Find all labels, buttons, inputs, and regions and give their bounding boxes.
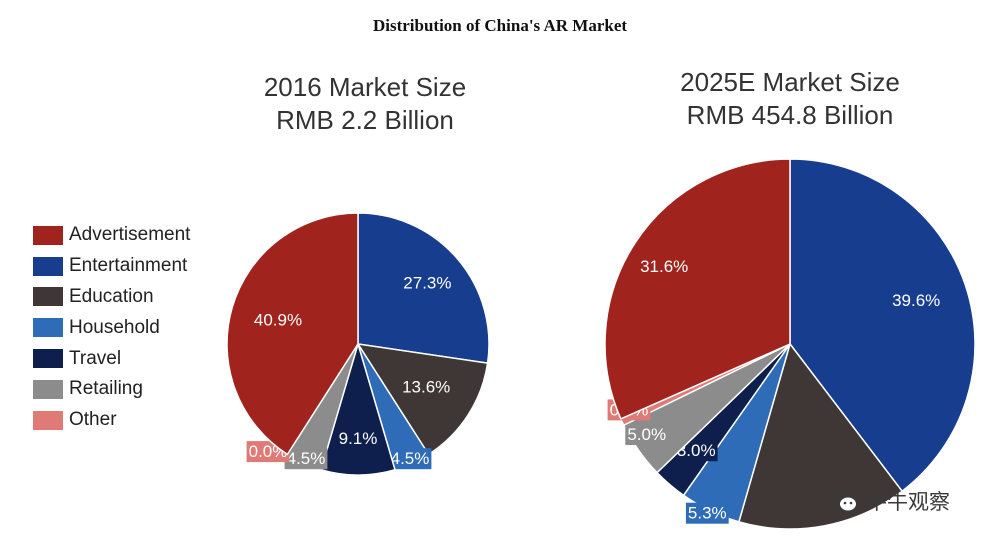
legend-label: Travel — [69, 347, 122, 369]
data-label-travel: 3.0% — [677, 441, 716, 460]
data-label-box-travel — [336, 428, 380, 450]
legend-swatch — [33, 225, 63, 245]
pie-2016-title-line2: RMB 2.2 Billion — [276, 105, 454, 135]
data-label-box-household — [388, 448, 432, 470]
data-label-box-household — [685, 502, 729, 524]
legend-swatch — [33, 379, 63, 399]
legend-swatch — [33, 287, 63, 307]
data-label-box-retailing — [625, 424, 669, 445]
legend-swatch — [33, 256, 63, 276]
data-label-travel: 9.1% — [339, 429, 378, 448]
data-label-entertainment: 27.3% — [403, 274, 451, 293]
pie-2016-title: 2016 Market Size RMB 2.2 Billion — [215, 71, 515, 137]
legend-item-education: Education — [33, 282, 190, 313]
data-label-education: 13.6% — [402, 378, 450, 397]
data-label-box-retailing — [284, 448, 328, 470]
data-label-advertisement: 31.6% — [640, 257, 688, 276]
pie-2025: 39.6%14.85.3%3.0%5.0%0.6%31.6% — [604, 158, 976, 544]
legend-label: Education — [69, 285, 154, 307]
pie-2016: 27.3%13.6%4.5%9.1%4.5%0.0%40.9% — [226, 212, 490, 476]
pie-slice-entertainment — [357, 212, 490, 364]
watermark-text: 牛牛观察 — [866, 490, 950, 514]
legend-label: Household — [69, 316, 160, 338]
legend-label: Entertainment — [69, 255, 188, 277]
legend-label: Advertisement — [69, 224, 191, 246]
pie-2025-title-line2: RMB 454.8 Billion — [686, 100, 894, 130]
legend-swatch — [33, 410, 63, 430]
legend-swatch — [33, 349, 63, 369]
wechat-icon — [827, 488, 858, 513]
legend-item-household: Household — [33, 312, 190, 343]
watermark: 牛牛观察 — [826, 486, 950, 516]
legend-swatch — [33, 318, 63, 338]
data-label-advertisement: 40.9% — [254, 311, 302, 330]
pie-slice-education — [737, 342, 904, 530]
pie-slice-advertisement — [604, 158, 791, 420]
legend-item-other: Other — [33, 405, 190, 436]
data-label-entertainment: 39.6% — [892, 291, 940, 310]
pie-2016-title-line1: 2016 Market Size — [263, 72, 467, 102]
data-label-retailing: 5.0% — [627, 425, 666, 444]
data-label-education: 14.8 — [813, 525, 846, 544]
legend-item-entertainment: Entertainment — [33, 251, 190, 282]
pie-2025-title: 2025E Market Size RMB 454.8 Billion — [630, 66, 950, 132]
pie-slice-education — [356, 343, 489, 456]
legend-item-advertisement: Advertisement — [33, 220, 190, 251]
legend-item-travel: Travel — [33, 343, 190, 374]
pie-slice-entertainment — [789, 158, 976, 493]
data-label-household: 5.3% — [688, 504, 727, 523]
figure-title: Distribution of China's AR Market — [372, 16, 628, 35]
legend: Advertisement Entertainment Education Ho… — [33, 220, 190, 436]
legend-label: Other — [69, 409, 117, 431]
data-label-retailing: 4.5% — [287, 449, 326, 468]
legend-item-retailing: Retailing — [33, 374, 190, 405]
data-label-household: 4.5% — [391, 449, 430, 468]
pie-slice-advertisement — [226, 212, 359, 456]
legend-label: Retailing — [69, 378, 143, 400]
pie-2025-title-line1: 2025E Market Size — [680, 67, 900, 97]
